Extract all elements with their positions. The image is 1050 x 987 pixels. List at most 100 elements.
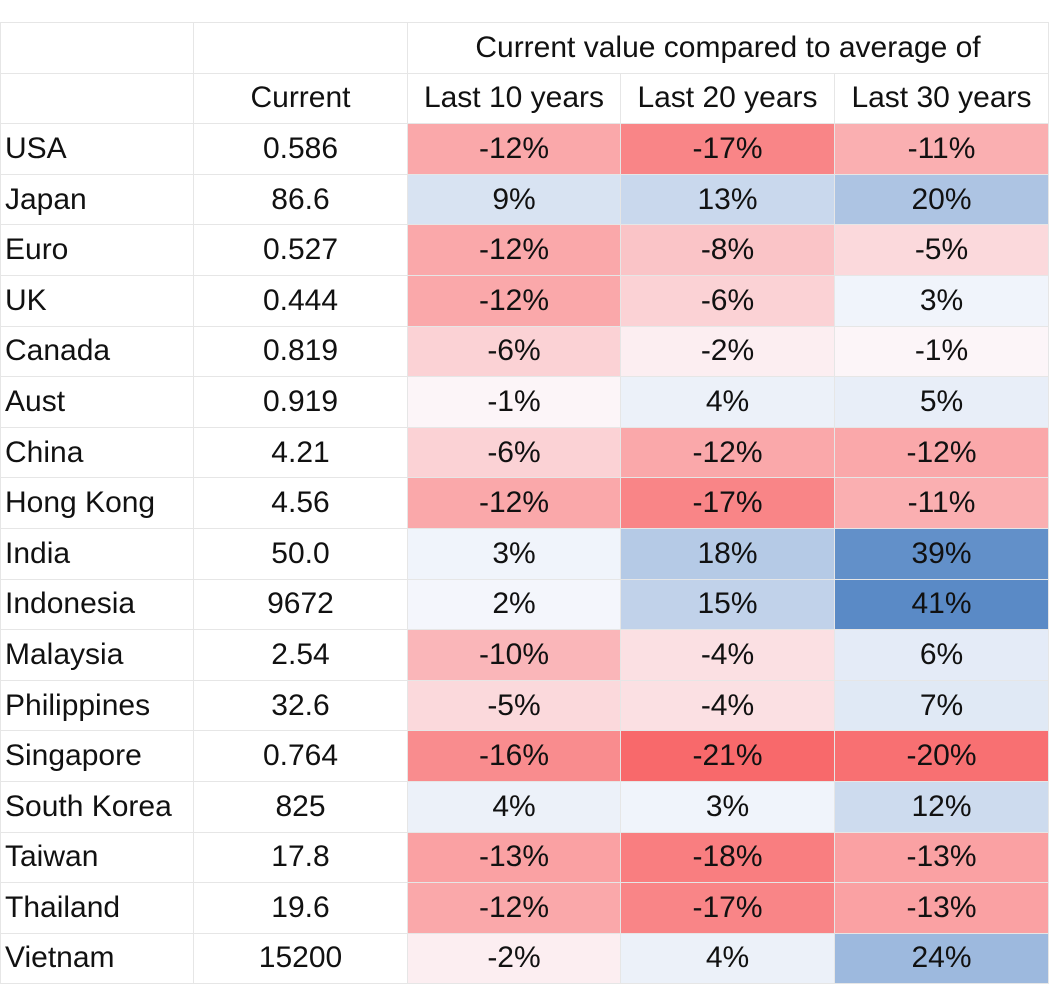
heatmap-cell-30y: -11% (834, 477, 1049, 529)
country-label: Thailand (0, 882, 194, 934)
table-row: South Korea 825 4% 3% 12% (0, 780, 1049, 833)
valuation-table: Current value compared to average of Cur… (0, 22, 1049, 985)
column-header-10y: Last 10 years (407, 72, 621, 125)
heatmap-cell-20y: 13% (620, 173, 835, 226)
country-label: Canada (0, 325, 194, 378)
country-label: Aust (0, 376, 194, 428)
column-header-20y: Last 20 years (620, 72, 835, 125)
heatmap-cell-30y: 39% (834, 527, 1049, 580)
heatmap-cell-20y: -12% (620, 426, 835, 479)
heatmap-cell-20y: 4% (620, 932, 835, 985)
heatmap-cell-10y: -10% (407, 629, 621, 681)
table-row: UK 0.444 -12% -6% 3% (0, 274, 1049, 327)
heatmap-cell-10y: -13% (407, 831, 621, 884)
table-row: Japan 86.6 9% 13% 20% (0, 173, 1049, 226)
heatmap-cell-10y: -6% (407, 325, 621, 378)
country-label: Singapore (0, 730, 194, 782)
heatmap-cell-10y: -16% (407, 730, 621, 782)
corner-cell (0, 22, 194, 74)
heatmap-cell-20y: -21% (620, 730, 835, 782)
current-value: 50.0 (193, 527, 408, 580)
country-label: Vietnam (0, 932, 194, 985)
heatmap-cell-30y: 20% (834, 173, 1049, 226)
heatmap-cell-30y: -20% (834, 730, 1049, 782)
country-label: UK (0, 274, 194, 327)
heatmap-cell-20y: 3% (620, 780, 835, 833)
heatmap-cell-20y: -18% (620, 831, 835, 884)
current-value: 0.919 (193, 376, 408, 428)
heatmap-cell-20y: 4% (620, 376, 835, 428)
heatmap-cell-20y: -4% (620, 679, 835, 732)
country-label: Japan (0, 173, 194, 226)
table-row: Singapore 0.764 -16% -21% -20% (0, 730, 1049, 782)
country-label: China (0, 426, 194, 479)
heatmap-cell-10y: -6% (407, 426, 621, 479)
heatmap-cell-30y: 3% (834, 274, 1049, 327)
country-label: Taiwan (0, 831, 194, 884)
heatmap-cell-20y: -8% (620, 224, 835, 276)
heatmap-cell-10y: -12% (407, 882, 621, 934)
country-label: Indonesia (0, 578, 194, 631)
heatmap-cell-20y: -4% (620, 629, 835, 681)
heatmap-cell-10y: -12% (407, 224, 621, 276)
table-row: India 50.0 3% 18% 39% (0, 527, 1049, 580)
heatmap-cell-30y: -1% (834, 325, 1049, 378)
heatmap-cell-20y: -17% (620, 123, 835, 175)
table-row: Hong Kong 4.56 -12% -17% -11% (0, 477, 1049, 529)
heatmap-cell-20y: 15% (620, 578, 835, 631)
heatmap-cell-30y: -5% (834, 224, 1049, 276)
heatmap-cell-20y: -17% (620, 477, 835, 529)
table-row: Indonesia 9672 2% 15% 41% (0, 578, 1049, 631)
heatmap-cell-10y: -12% (407, 274, 621, 327)
heatmap-cell-30y: -13% (834, 882, 1049, 934)
current-value: 15200 (193, 932, 408, 985)
heatmap-cell-10y: 2% (407, 578, 621, 631)
heatmap-cell-20y: -17% (620, 882, 835, 934)
current-value: 17.8 (193, 831, 408, 884)
column-header-current: Current (193, 72, 408, 125)
heatmap-cell-20y: 18% (620, 527, 835, 580)
table-row: Malaysia 2.54 -10% -4% 6% (0, 629, 1049, 681)
table-row: Thailand 19.6 -12% -17% -13% (0, 882, 1049, 934)
table-row: China 4.21 -6% -12% -12% (0, 426, 1049, 479)
country-label: South Korea (0, 780, 194, 833)
heatmap-cell-30y: 24% (834, 932, 1049, 985)
current-value: 825 (193, 780, 408, 833)
current-value: 86.6 (193, 173, 408, 226)
country-label: USA (0, 123, 194, 175)
current-value: 32.6 (193, 679, 408, 732)
current-value: 2.54 (193, 629, 408, 681)
heatmap-cell-10y: 3% (407, 527, 621, 580)
table-row: Vietnam 15200 -2% 4% 24% (0, 932, 1049, 985)
heatmap-cell-30y: 41% (834, 578, 1049, 631)
heatmap-cell-30y: 12% (834, 780, 1049, 833)
table-row: Philippines 32.6 -5% -4% 7% (0, 679, 1049, 732)
current-value: 0.527 (193, 224, 408, 276)
country-label: Philippines (0, 679, 194, 732)
heatmap-cell-30y: -11% (834, 123, 1049, 175)
blank-header-cell (193, 22, 408, 74)
country-label: Euro (0, 224, 194, 276)
current-value: 0.764 (193, 730, 408, 782)
heatmap-cell-30y: 7% (834, 679, 1049, 732)
heatmap-cell-10y: -2% (407, 932, 621, 985)
heatmap-cell-10y: 9% (407, 173, 621, 226)
country-label: India (0, 527, 194, 580)
table-body: USA 0.586 -12% -17% -11% Japan 86.6 9% 13% 20% Eur… (0, 123, 1049, 985)
country-header-cell (0, 72, 194, 125)
group-header: Current value compared to average of (407, 22, 1049, 74)
heatmap-cell-20y: -2% (620, 325, 835, 378)
table-row: Canada 0.819 -6% -2% -1% (0, 325, 1049, 378)
heatmap-cell-10y: -1% (407, 376, 621, 428)
country-label: Malaysia (0, 629, 194, 681)
heatmap-cell-10y: -12% (407, 123, 621, 175)
group-header-row: Current value compared to average of (0, 22, 1049, 74)
heatmap-cell-10y: 4% (407, 780, 621, 833)
current-value: 4.56 (193, 477, 408, 529)
table-row: Euro 0.527 -12% -8% -5% (0, 224, 1049, 276)
table-row: USA 0.586 -12% -17% -11% (0, 123, 1049, 175)
current-value: 9672 (193, 578, 408, 631)
table-row: Taiwan 17.8 -13% -18% -13% (0, 831, 1049, 884)
current-value: 0.444 (193, 274, 408, 327)
column-header-row: Current Last 10 years Last 20 years Last… (0, 72, 1049, 125)
